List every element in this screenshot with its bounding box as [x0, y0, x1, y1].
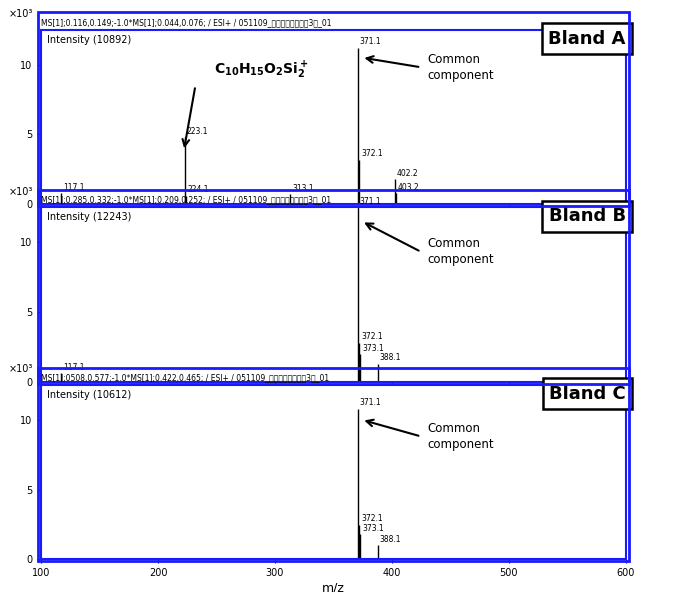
Text: 388.1: 388.1: [380, 353, 402, 362]
Text: 388.1: 388.1: [380, 535, 402, 544]
Text: 402.2: 402.2: [396, 169, 418, 178]
Text: ×10³: ×10³: [9, 9, 34, 19]
Text: 373.1: 373.1: [363, 524, 384, 533]
Text: ×10³: ×10³: [9, 364, 34, 374]
Text: 117.1: 117.1: [63, 363, 84, 372]
Text: Common
component: Common component: [427, 53, 494, 82]
Text: 224.1: 224.1: [188, 185, 209, 194]
Text: 373.1: 373.1: [363, 343, 384, 352]
Text: Common
component: Common component: [427, 237, 494, 266]
Text: 313.1: 313.1: [292, 184, 314, 193]
Text: 371.1: 371.1: [360, 398, 382, 407]
Text: MS[1];0.116,0.149;-1.0*MS[1];0.044,0.076; / ESI+ / 051109_ファンデーション3種_01: MS[1];0.116,0.149;-1.0*MS[1];0.044,0.076…: [41, 18, 332, 27]
Text: 372.1: 372.1: [361, 149, 382, 158]
Text: 117.1: 117.1: [63, 183, 84, 192]
Text: 371.1: 371.1: [360, 197, 382, 206]
Text: 403.2: 403.2: [397, 183, 419, 192]
Text: 371.1: 371.1: [360, 37, 382, 46]
Text: ×10³: ×10³: [9, 186, 34, 197]
Text: Bland C: Bland C: [549, 385, 626, 403]
Text: MS[1];0508,0.577;-1.0*MS[1];0.422,0.465; / ESI+ / 051109_ファンデーション3種_01: MS[1];0508,0.577;-1.0*MS[1];0.422,0.465;…: [41, 373, 329, 382]
Text: Common
component: Common component: [427, 422, 494, 451]
X-axis label: m/z: m/z: [322, 581, 345, 592]
Text: 223.1: 223.1: [187, 127, 208, 136]
Text: 372.1: 372.1: [361, 332, 382, 342]
Text: Bland B: Bland B: [549, 207, 626, 225]
Text: Intensity (12243): Intensity (12243): [47, 213, 131, 223]
Text: Intensity (10612): Intensity (10612): [47, 390, 131, 400]
Text: Bland A: Bland A: [549, 30, 626, 47]
Text: MS[1];0.285,0.332;-1.0*MS[1];0.209,0.252; / ESI+ / 051109_ファンデーション3種_01: MS[1];0.285,0.332;-1.0*MS[1];0.209,0.252…: [41, 195, 331, 204]
Text: Intensity (10892): Intensity (10892): [47, 35, 131, 45]
Text: $\mathbf{C_{10}H_{15}O_2Si_2^+}$: $\mathbf{C_{10}H_{15}O_2Si_2^+}$: [214, 60, 309, 81]
Text: 372.1: 372.1: [361, 514, 382, 523]
